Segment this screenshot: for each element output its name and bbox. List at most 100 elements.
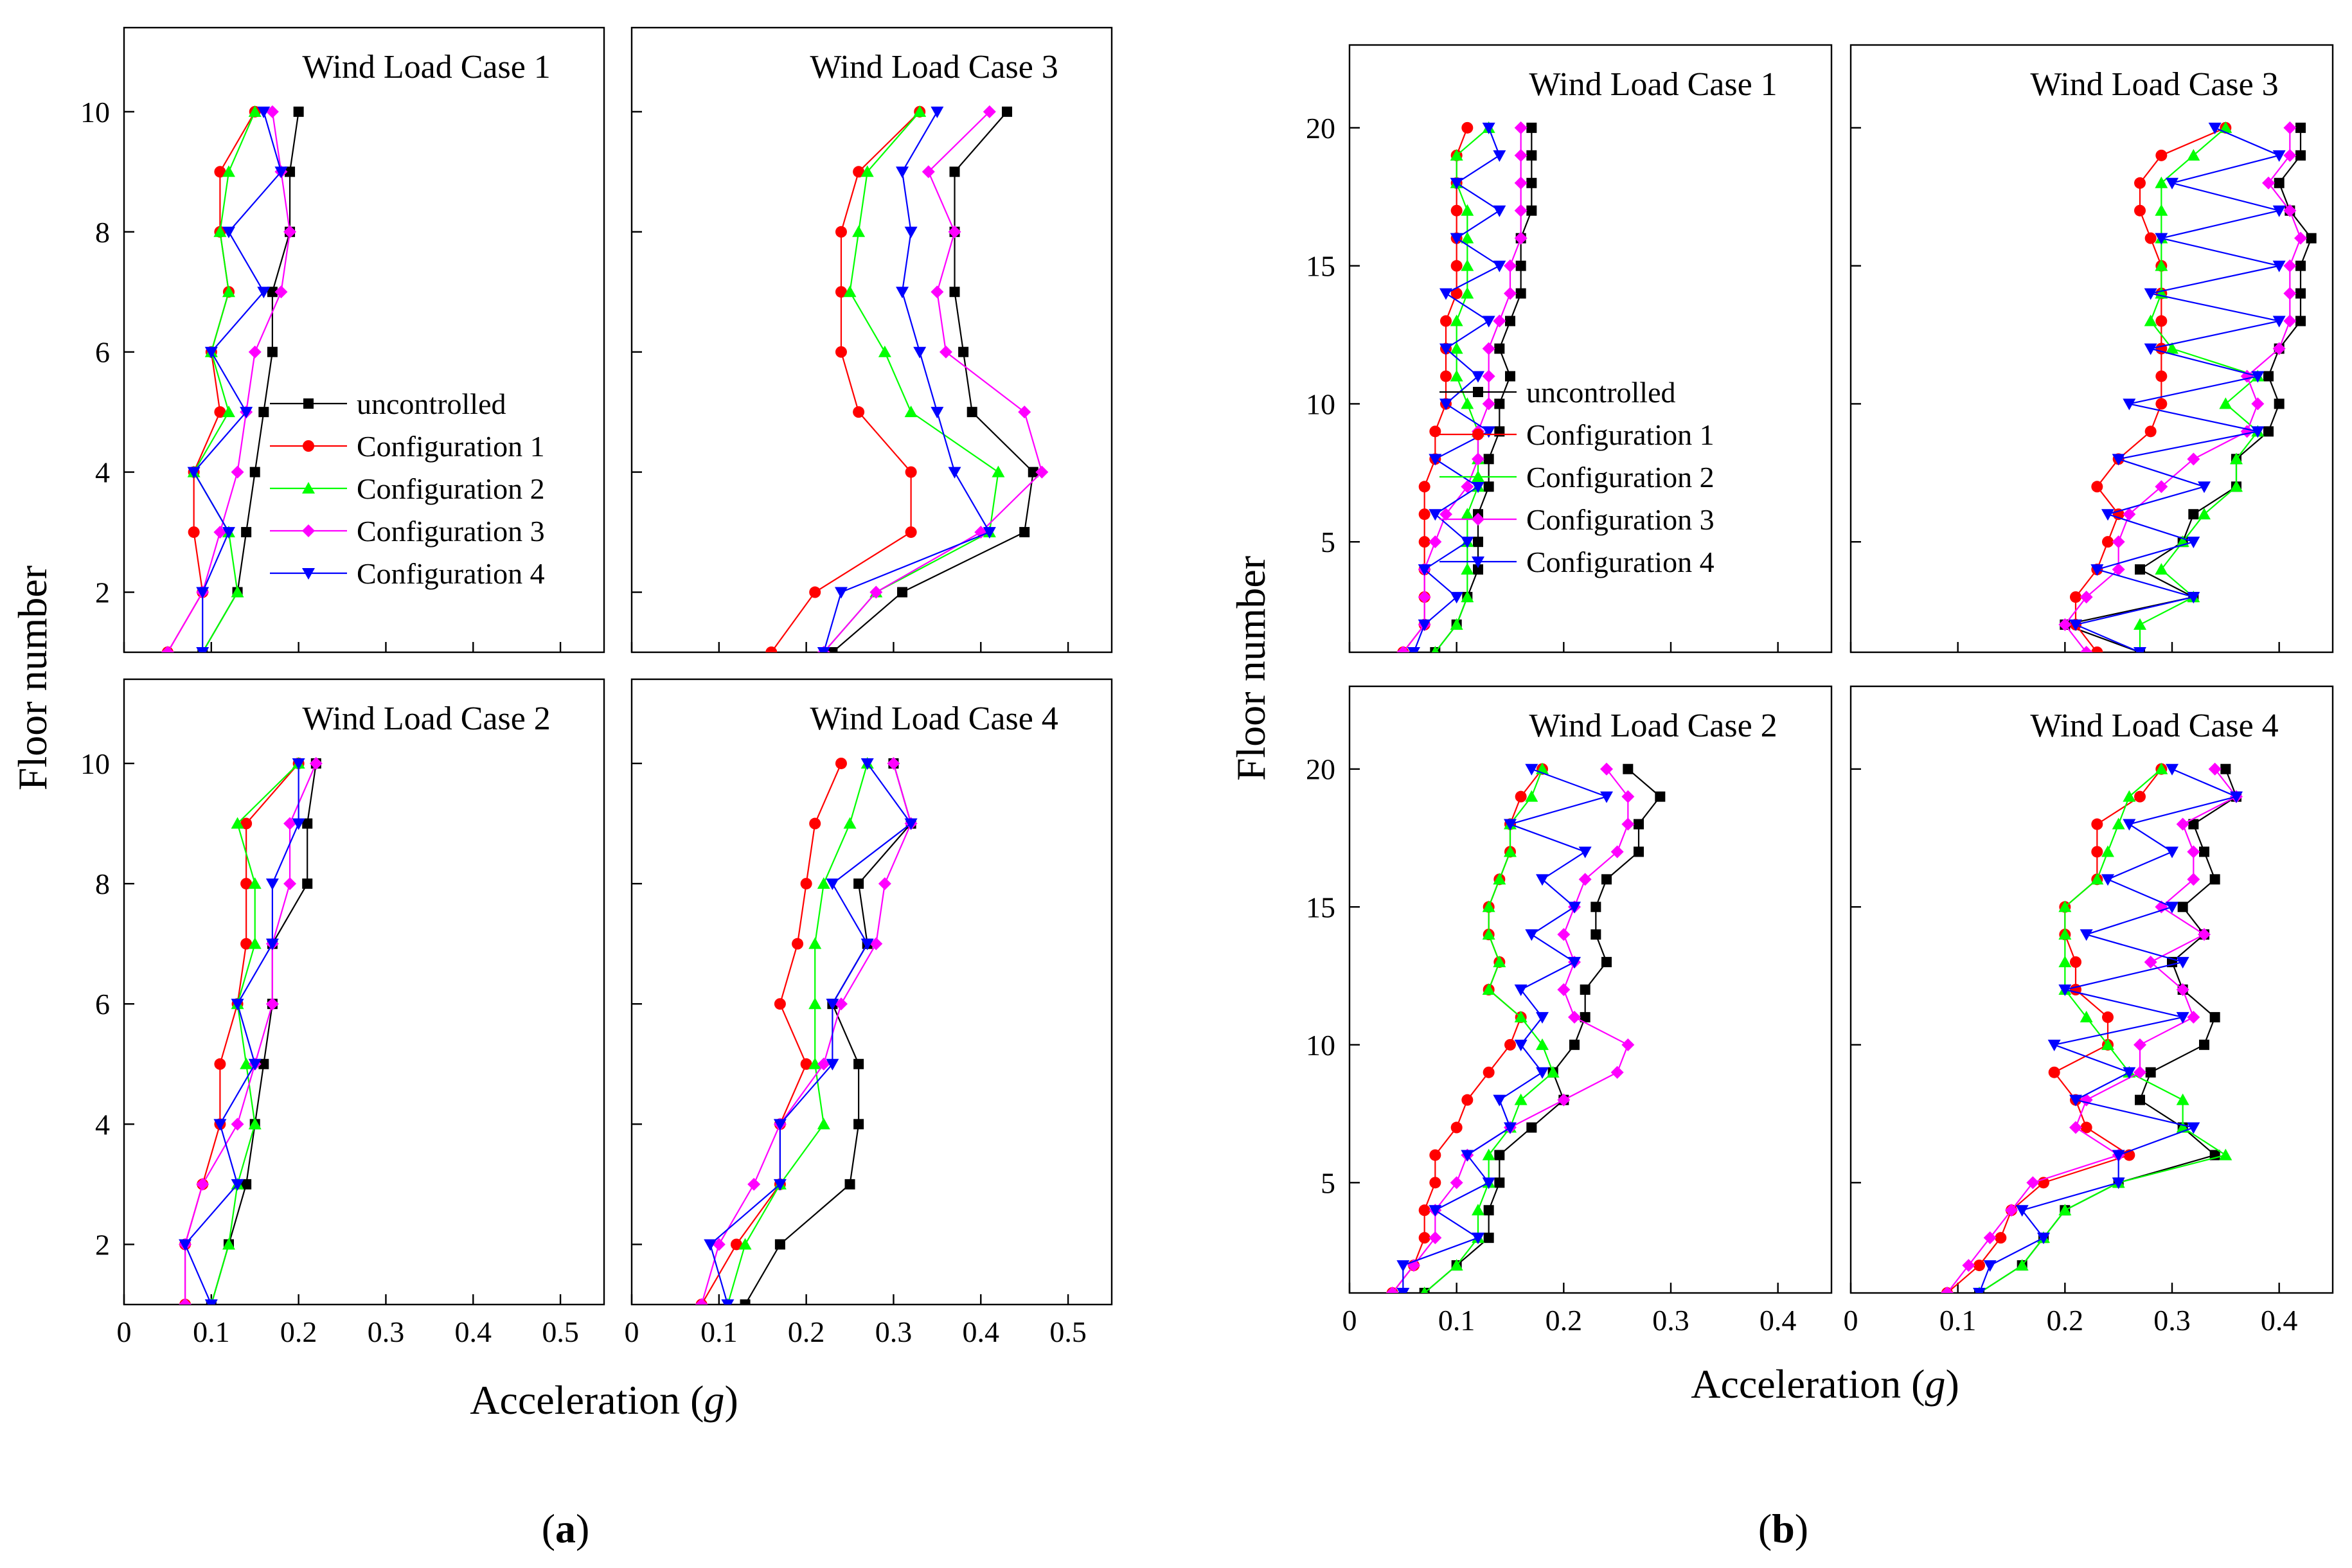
data-point-configuration-4 <box>274 166 288 179</box>
data-point-configuration-4 <box>2166 177 2178 190</box>
data-point-configuration-4 <box>1493 150 1506 162</box>
legend-marker <box>1472 429 1484 440</box>
data-point-configuration-3 <box>1621 790 1635 803</box>
data-point-configuration-4 <box>248 1058 262 1071</box>
data-point-configuration-3 <box>1578 873 1592 886</box>
series-line-configuration-1 <box>1391 769 1543 1293</box>
data-point-configuration-4 <box>1493 205 1506 217</box>
data-point-configuration-1 <box>1995 1232 2007 1244</box>
x-tick-label: 0 <box>1844 1304 1858 1337</box>
data-point-configuration-2 <box>222 1238 235 1250</box>
data-point-configuration-4 <box>2166 846 2178 859</box>
data-point-configuration-4 <box>2112 1150 2125 1162</box>
data-point-uncontrolled <box>241 527 252 538</box>
data-point-configuration-3 <box>265 997 279 1011</box>
legend-marker <box>1473 387 1483 397</box>
data-point-configuration-1 <box>905 526 917 539</box>
data-point-configuration-3 <box>1018 405 1031 419</box>
series-line-configuration-3 <box>184 763 317 1305</box>
legend-label: Configuration 1 <box>357 430 545 463</box>
data-point-configuration-2 <box>852 225 866 237</box>
data-point-uncontrolled <box>2274 177 2285 188</box>
data-point-uncontrolled <box>897 587 908 598</box>
data-point-configuration-4 <box>196 587 209 599</box>
x-tick-label: 0.3 <box>368 1315 405 1348</box>
data-point-configuration-4 <box>2251 371 2265 383</box>
data-point-configuration-4 <box>2230 791 2243 803</box>
data-point-configuration-4 <box>860 758 874 770</box>
data-point-configuration-4 <box>2187 537 2200 549</box>
data-point-uncontrolled <box>1002 106 1013 117</box>
y-tick-label: 15 <box>1306 250 1335 283</box>
data-point-configuration-2 <box>248 877 262 889</box>
series-group <box>1941 762 2243 1293</box>
data-point-uncontrolled <box>258 407 269 418</box>
x-axis-label: Acceleration (g) <box>470 1377 738 1423</box>
data-point-configuration-4 <box>1482 426 1495 438</box>
y-tick-label: 10 <box>1306 388 1335 420</box>
data-point-configuration-3 <box>2251 397 2265 411</box>
series-group <box>179 756 323 1305</box>
data-point-configuration-3 <box>196 1177 209 1191</box>
data-point-configuration-3 <box>922 165 935 179</box>
y-tick-label: 20 <box>1306 753 1335 786</box>
series-line-configuration-1 <box>700 763 842 1305</box>
data-point-configuration-1 <box>2091 846 2103 858</box>
data-point-configuration-4 <box>1439 343 1452 355</box>
y-axis-label: Floor number <box>10 566 55 790</box>
data-point-configuration-3 <box>1983 1231 1997 1245</box>
data-point-configuration-1 <box>835 286 847 298</box>
data-point-configuration-3 <box>283 877 297 891</box>
data-point-configuration-3 <box>1429 535 1442 549</box>
data-point-configuration-3 <box>1493 314 1506 328</box>
data-point-configuration-4 <box>187 467 200 479</box>
legend-label: Configuration 2 <box>1526 461 1715 494</box>
data-point-uncontrolled <box>1526 150 1537 161</box>
data-point-configuration-4 <box>257 287 271 299</box>
data-point-configuration-3 <box>939 345 952 359</box>
data-point-uncontrolled <box>267 287 278 298</box>
data-point-configuration-4 <box>292 758 305 770</box>
data-point-configuration-3 <box>1429 1231 1442 1245</box>
data-point-configuration-2 <box>2187 148 2200 161</box>
y-tick-label: 2 <box>95 1228 110 1261</box>
series-line-configuration-4 <box>184 763 299 1305</box>
data-point-configuration-1 <box>774 998 786 1010</box>
data-point-configuration-2 <box>1450 370 1463 382</box>
data-point-configuration-2 <box>817 1118 830 1130</box>
data-point-configuration-4 <box>1407 647 1420 652</box>
data-point-configuration-2 <box>2155 563 2168 575</box>
x-tick-label: 0.2 <box>788 1315 825 1348</box>
data-point-uncontrolled <box>2188 819 2199 830</box>
data-point-configuration-4 <box>1482 122 1495 134</box>
legend-marker <box>302 482 315 494</box>
data-point-configuration-1 <box>2070 591 2081 603</box>
data-point-configuration-1 <box>835 346 847 358</box>
series-line-configuration-3 <box>823 111 1043 652</box>
data-point-configuration-3 <box>1385 1287 1399 1293</box>
data-point-configuration-4 <box>1973 1288 1986 1293</box>
data-point-configuration-2 <box>240 1057 253 1069</box>
series-line-configuration-3 <box>700 763 912 1305</box>
data-point-uncontrolled <box>302 878 313 889</box>
data-point-configuration-2 <box>248 1118 262 1130</box>
y-tick-label: 2 <box>95 576 110 609</box>
data-point-configuration-3 <box>2026 1176 2040 1189</box>
data-point-configuration-4 <box>860 938 874 950</box>
data-point-uncontrolled <box>2209 1011 2220 1022</box>
legend-marker <box>1472 557 1484 568</box>
data-point-uncontrolled <box>774 1239 785 1250</box>
data-point-configuration-2 <box>1525 790 1538 802</box>
data-point-configuration-3 <box>274 285 288 299</box>
data-point-configuration-1 <box>1440 370 1452 382</box>
data-point-configuration-4 <box>931 106 944 118</box>
data-point-configuration-2 <box>1450 1259 1463 1271</box>
data-point-configuration-3 <box>2112 563 2125 576</box>
panel-title: Wind Load Case 3 <box>810 49 1058 85</box>
y-tick-label: 10 <box>80 747 110 780</box>
data-point-configuration-3 <box>231 1118 244 1131</box>
data-point-configuration-1 <box>2048 1066 2060 1078</box>
data-point-uncontrolled <box>844 1179 855 1189</box>
panel-a-1: 2 4 6 8 10 Wind Load Case 1 uncontrolled Config… <box>80 26 605 654</box>
data-point-configuration-3 <box>283 225 297 238</box>
